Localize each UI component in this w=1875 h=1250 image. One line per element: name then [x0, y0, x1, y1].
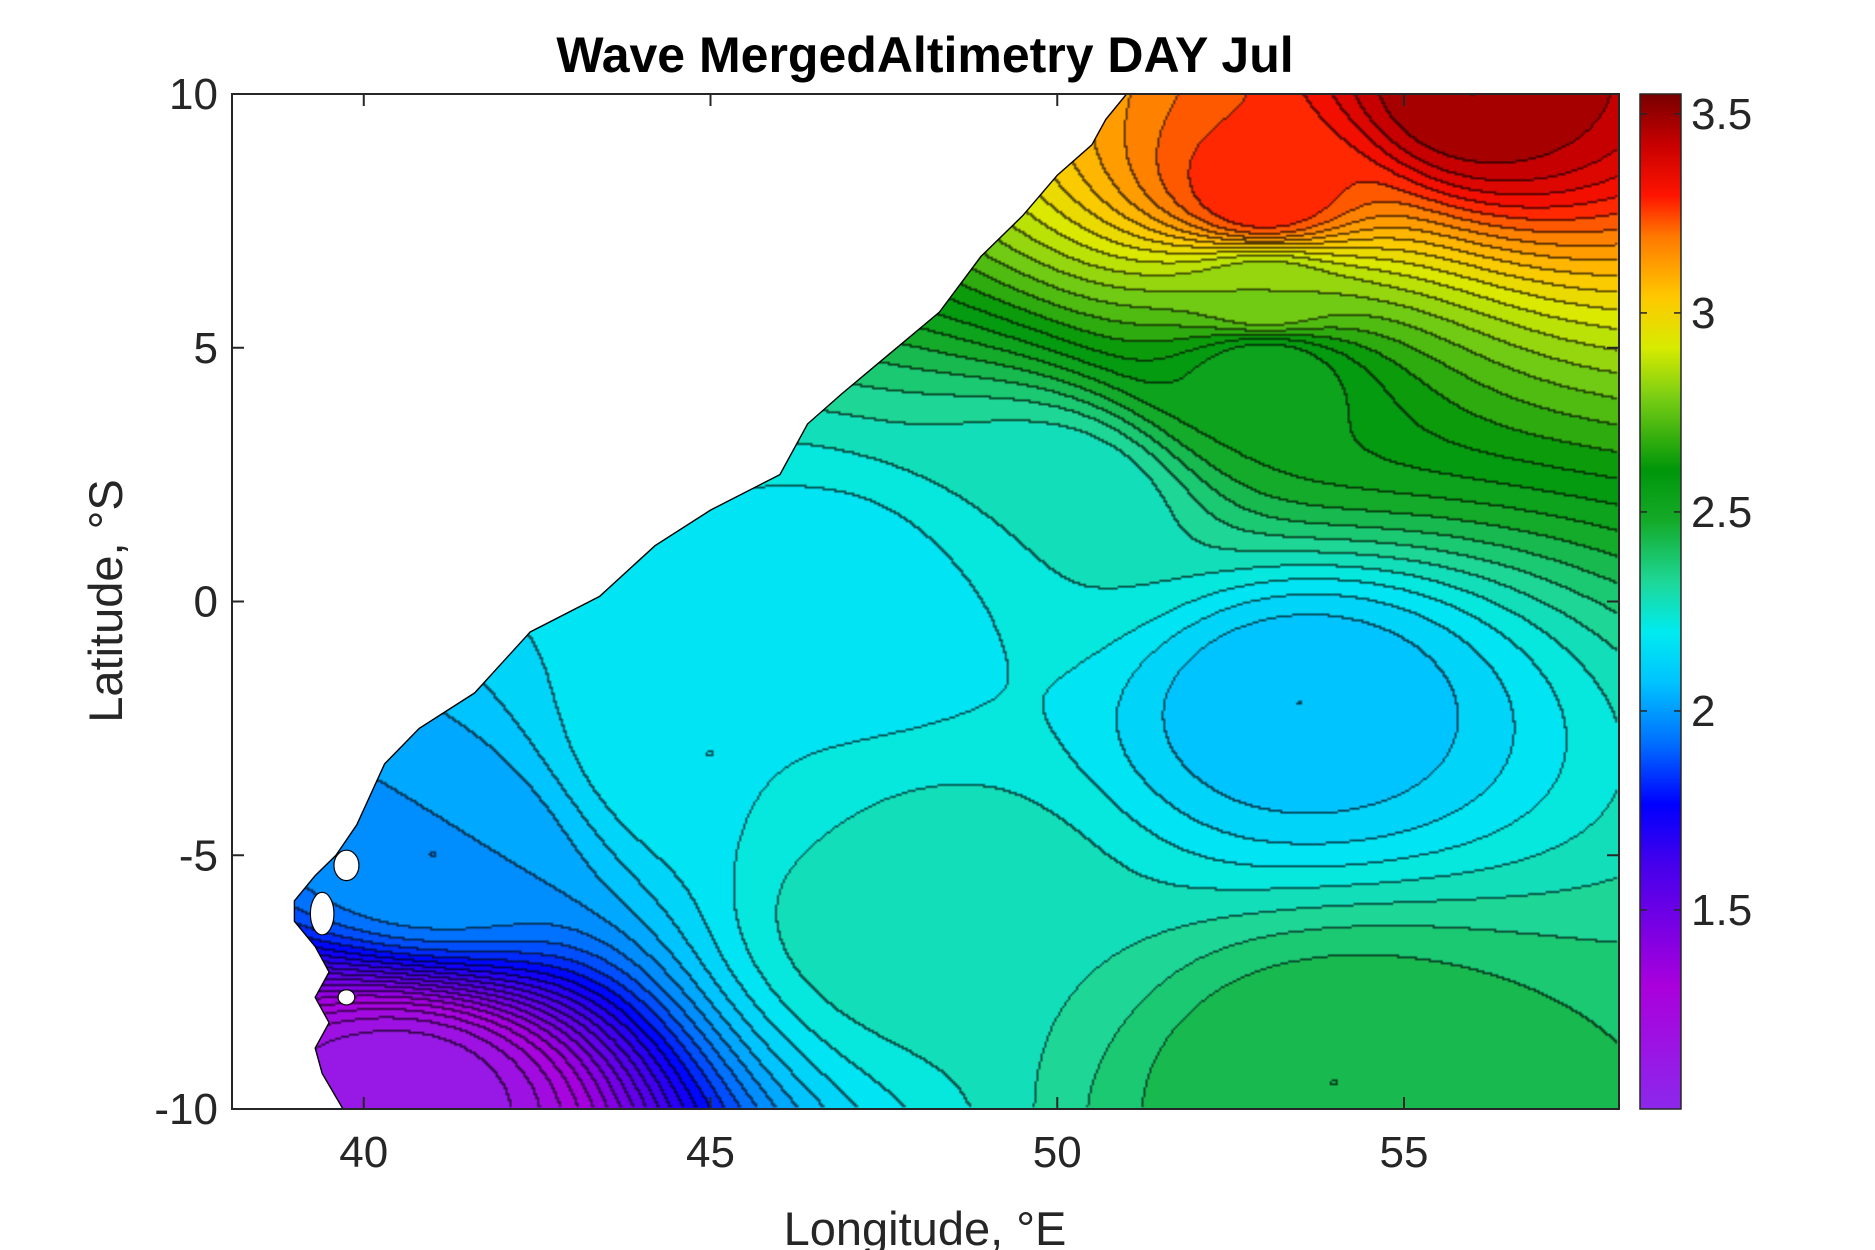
colorbar-scale: [1639, 93, 1682, 1110]
x-tick-label: 45: [686, 1128, 735, 1177]
colorbar-tick-label: 1.5: [1691, 886, 1752, 935]
y-tick-label: 5: [194, 324, 218, 373]
chart-title: Wave MergedAltimetry DAY Jul: [556, 27, 1293, 83]
x-tick-label: 50: [1033, 1128, 1082, 1177]
y-axis-label: Latitude, °S: [79, 479, 132, 723]
y-tick-label: 0: [194, 578, 218, 627]
island-zanzibar: [309, 891, 335, 936]
x-tick-label: 55: [1380, 1128, 1429, 1177]
colorbar-tick-label: 2.5: [1691, 488, 1752, 537]
y-tick-label: -5: [179, 831, 218, 880]
colorbar-ticks: 3.5 3 2.5 2 1.5: [1640, 90, 1752, 935]
x-axis-ticks: 40 45 50 55: [339, 94, 1428, 1177]
islands: [309, 849, 360, 1006]
y-tick-label: 10: [169, 70, 218, 119]
colorbar-tick-label: 3: [1691, 289, 1715, 338]
x-axis-label: Longitude, °E: [784, 1202, 1067, 1250]
island-pemba: [333, 849, 360, 882]
y-axis-ticks: 10 5 0 -5 -10: [154, 70, 1619, 1134]
y-tick-label: -10: [154, 1085, 218, 1134]
colorbar: 3.5 3 2.5 2 1.5: [1639, 90, 1752, 1110]
colorbar-tick-label: 3.5: [1691, 90, 1752, 139]
x-tick-label: 40: [339, 1128, 388, 1177]
land-mask: [232, 94, 1128, 1109]
plot-area: [232, 94, 1619, 1109]
island-mafia: [337, 989, 356, 1006]
colorbar-tick-label: 2: [1691, 687, 1715, 736]
